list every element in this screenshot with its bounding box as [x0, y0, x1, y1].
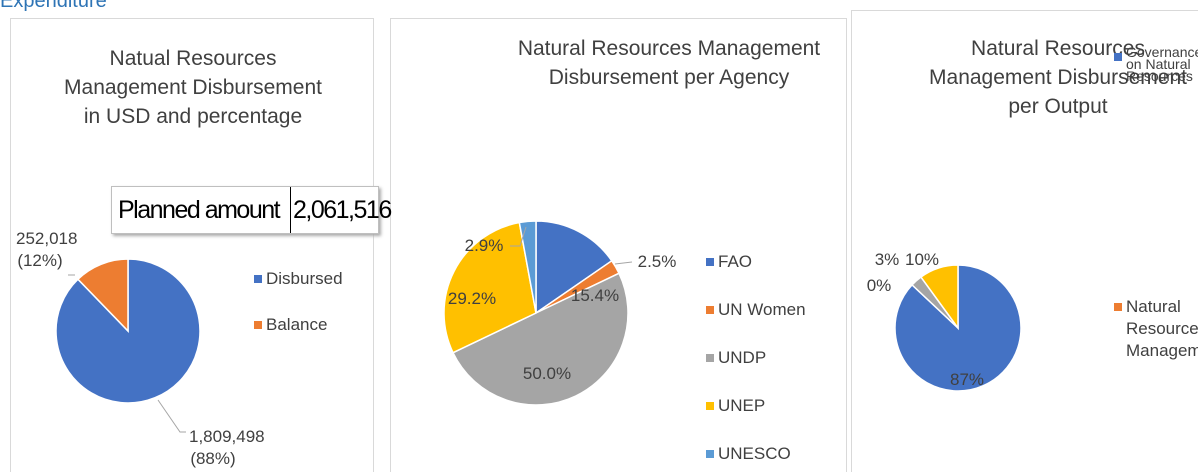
legend-entry: Balance [266, 315, 328, 334]
table-value: 2,061,516 [290, 187, 392, 233]
legend-entry: UNEP [718, 396, 766, 415]
data-label: 3% [874, 250, 900, 269]
legend-entry: UNDP [718, 348, 767, 367]
data-label: 29.2% [447, 289, 497, 308]
legend-swatch [706, 306, 714, 314]
pie-slice [518, 220, 537, 314]
chart-title: Natural Resources Management Disbursemen… [929, 37, 1187, 118]
pie-slice [452, 272, 629, 406]
data-label: 1,809,498 (88%) [189, 427, 265, 468]
data-label: 252,018 (12%) [16, 229, 78, 270]
pie-slice [76, 258, 129, 333]
table-label: Planned amount [118, 196, 281, 224]
leader-line [510, 226, 527, 247]
data-label: 10% [904, 250, 940, 269]
legend-entry: UN Women [718, 300, 806, 319]
legend-entry: UNESCO [718, 444, 791, 463]
legend-entry: FAO [718, 252, 753, 271]
legend-swatch [1114, 303, 1122, 311]
legend-swatch [706, 258, 714, 266]
data-label: 2.5% [637, 252, 677, 271]
chart-title: Natual Resources Management Disbursement… [64, 47, 322, 128]
legend-swatch [1114, 53, 1122, 61]
leader-line [157, 399, 186, 433]
chart-panel [10, 18, 374, 472]
legend-swatch [254, 321, 262, 329]
data-label: 0% [866, 276, 892, 295]
legend-swatch [706, 354, 714, 362]
pie-slice [443, 221, 537, 354]
chart-panel [851, 10, 1198, 472]
chart-title: Natural Resources Management Disbursemen… [517, 37, 821, 89]
leader-line [614, 261, 633, 265]
legend-entry: Natural Resource Management [1126, 297, 1198, 360]
legend-swatch [706, 402, 714, 410]
legend-swatch [254, 275, 262, 283]
chart-panel [390, 18, 847, 472]
data-label: 15.4% [570, 286, 620, 305]
data-label: 50.0% [522, 364, 572, 383]
legend-entry: Governance on Natural Resources [1126, 44, 1198, 84]
legend-entry: Disbursed [266, 269, 343, 288]
pie-slice [535, 220, 613, 315]
legend-swatch [706, 450, 714, 458]
data-label: 87% [949, 370, 985, 389]
page-header: Expenditure [0, 0, 107, 12]
planned-table: Planned amount 2,061,516 [111, 186, 392, 234]
data-label: 2.9% [464, 236, 504, 255]
pie-slice [919, 264, 959, 331]
